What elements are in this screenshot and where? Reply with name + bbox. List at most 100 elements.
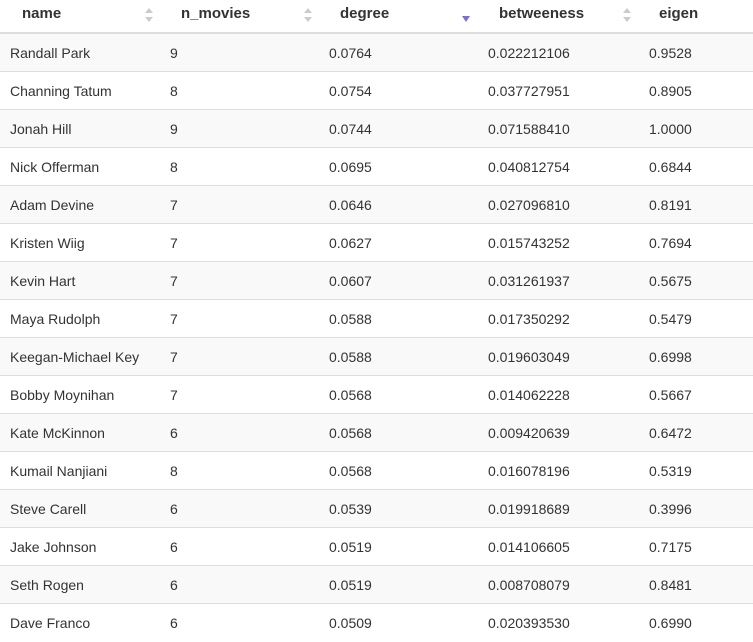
table-row: Keegan-Michael Key 7 0.0588 0.019603049 … xyxy=(0,337,753,376)
cell-degree: 0.0607 xyxy=(318,261,477,300)
cell-betweeness: 0.009420639 xyxy=(477,413,637,452)
cell-name: Kumail Nanjiani xyxy=(0,451,160,490)
cell-betweeness: 0.017350292 xyxy=(477,299,637,338)
table-row: Kate McKinnon 6 0.0568 0.009420639 0.647… xyxy=(0,413,753,452)
cell-betweeness: 0.015743252 xyxy=(477,223,637,262)
table-row: Kristen Wiig 7 0.0627 0.015743252 0.7694 xyxy=(0,223,753,262)
cell-name: Nick Offerman xyxy=(0,147,160,186)
sort-updown-icon[interactable] xyxy=(144,6,154,24)
column-label-name: name xyxy=(22,5,62,22)
table-row: Steve Carell 6 0.0539 0.019918689 0.3996 xyxy=(0,489,753,528)
column-header-name[interactable]: name xyxy=(0,0,160,34)
table-row: Jonah Hill 9 0.0744 0.071588410 1.0000 xyxy=(0,109,753,148)
cell-degree: 0.0646 xyxy=(318,185,477,224)
cell-degree: 0.0588 xyxy=(318,299,477,338)
cell-n-movies: 8 xyxy=(160,451,318,490)
cell-n-movies: 7 xyxy=(160,261,318,300)
table-row: Dave Franco 6 0.0509 0.020393530 0.6990 xyxy=(0,603,753,641)
cell-eigen: 1.0000 xyxy=(637,109,753,148)
cell-n-movies: 6 xyxy=(160,565,318,604)
cell-name: Seth Rogen xyxy=(0,565,160,604)
cell-betweeness: 0.020393530 xyxy=(477,603,637,641)
table-row: Jake Johnson 6 0.0519 0.014106605 0.7175 xyxy=(0,527,753,566)
cell-degree: 0.0568 xyxy=(318,413,477,452)
column-label-eigen: eigen xyxy=(659,5,699,22)
table-row: Kumail Nanjiani 8 0.0568 0.016078196 0.5… xyxy=(0,451,753,490)
cell-eigen: 0.9528 xyxy=(637,32,753,72)
cell-n-movies: 8 xyxy=(160,71,318,110)
cell-eigen: 0.5667 xyxy=(637,375,753,414)
cell-name: Steve Carell xyxy=(0,489,160,528)
cell-name: Keegan-Michael Key xyxy=(0,337,160,376)
cell-degree: 0.0568 xyxy=(318,375,477,414)
column-header-eigen[interactable]: eigen xyxy=(637,0,753,34)
cell-degree: 0.0568 xyxy=(318,451,477,490)
cell-betweeness: 0.016078196 xyxy=(477,451,637,490)
cell-n-movies: 6 xyxy=(160,603,318,641)
cell-name: Dave Franco xyxy=(0,603,160,641)
table-row: Kevin Hart 7 0.0607 0.031261937 0.5675 xyxy=(0,261,753,300)
cell-degree: 0.0588 xyxy=(318,337,477,376)
cell-eigen: 0.5319 xyxy=(637,451,753,490)
table-row: Nick Offerman 8 0.0695 0.040812754 0.684… xyxy=(0,147,753,186)
cell-name: Kate McKinnon xyxy=(0,413,160,452)
cell-eigen: 0.7694 xyxy=(637,223,753,262)
cell-eigen: 0.6990 xyxy=(637,603,753,641)
cell-name: Adam Devine xyxy=(0,185,160,224)
table-header: name n_movies degree xyxy=(0,0,753,34)
column-label-betweeness: betweeness xyxy=(499,5,585,22)
cell-degree: 0.0519 xyxy=(318,527,477,566)
column-label-degree: degree xyxy=(340,5,390,22)
cell-degree: 0.0627 xyxy=(318,223,477,262)
cell-n-movies: 9 xyxy=(160,32,318,72)
cell-betweeness: 0.014106605 xyxy=(477,527,637,566)
cell-name: Channing Tatum xyxy=(0,71,160,110)
cell-n-movies: 6 xyxy=(160,527,318,566)
cell-n-movies: 9 xyxy=(160,109,318,148)
cell-betweeness: 0.014062228 xyxy=(477,375,637,414)
cell-eigen: 0.6472 xyxy=(637,413,753,452)
sort-updown-icon[interactable] xyxy=(622,6,632,24)
table-row: Adam Devine 7 0.0646 0.027096810 0.8191 xyxy=(0,185,753,224)
cell-n-movies: 7 xyxy=(160,375,318,414)
cell-degree: 0.0519 xyxy=(318,565,477,604)
cell-degree: 0.0754 xyxy=(318,71,477,110)
column-label-n-movies: n_movies xyxy=(181,5,251,22)
cell-name: Jonah Hill xyxy=(0,109,160,148)
table-row: Maya Rudolph 7 0.0588 0.017350292 0.5479 xyxy=(0,299,753,338)
cell-eigen: 0.6844 xyxy=(637,147,753,186)
cell-eigen: 0.6998 xyxy=(637,337,753,376)
column-header-degree[interactable]: degree xyxy=(318,0,477,34)
cell-n-movies: 7 xyxy=(160,299,318,338)
cell-name: Maya Rudolph xyxy=(0,299,160,338)
table-row: Seth Rogen 6 0.0519 0.008708079 0.8481 xyxy=(0,565,753,604)
table-row: Randall Park 9 0.0764 0.022212106 0.9528 xyxy=(0,32,753,72)
cell-n-movies: 7 xyxy=(160,185,318,224)
cell-degree: 0.0539 xyxy=(318,489,477,528)
table-row: Bobby Moynihan 7 0.0568 0.014062228 0.56… xyxy=(0,375,753,414)
cell-degree: 0.0695 xyxy=(318,147,477,186)
cell-betweeness: 0.022212106 xyxy=(477,32,637,72)
cell-n-movies: 7 xyxy=(160,223,318,262)
cell-betweeness: 0.031261937 xyxy=(477,261,637,300)
column-header-betweeness[interactable]: betweeness xyxy=(477,0,637,34)
table-body: Randall Park 9 0.0764 0.022212106 0.9528… xyxy=(0,32,753,641)
cell-betweeness: 0.008708079 xyxy=(477,565,637,604)
cell-betweeness: 0.040812754 xyxy=(477,147,637,186)
cell-eigen: 0.5479 xyxy=(637,299,753,338)
cell-name: Kevin Hart xyxy=(0,261,160,300)
cell-betweeness: 0.019918689 xyxy=(477,489,637,528)
column-header-n-movies[interactable]: n_movies xyxy=(160,0,318,34)
cell-name: Kristen Wiig xyxy=(0,223,160,262)
cell-eigen: 0.8481 xyxy=(637,565,753,604)
sort-desc-icon[interactable] xyxy=(461,6,471,24)
cell-eigen: 0.5675 xyxy=(637,261,753,300)
cell-betweeness: 0.037727951 xyxy=(477,71,637,110)
cell-name: Jake Johnson xyxy=(0,527,160,566)
cell-degree: 0.0509 xyxy=(318,603,477,641)
sort-updown-icon[interactable] xyxy=(303,6,313,24)
cell-eigen: 0.7175 xyxy=(637,527,753,566)
cell-betweeness: 0.027096810 xyxy=(477,185,637,224)
cell-eigen: 0.3996 xyxy=(637,489,753,528)
